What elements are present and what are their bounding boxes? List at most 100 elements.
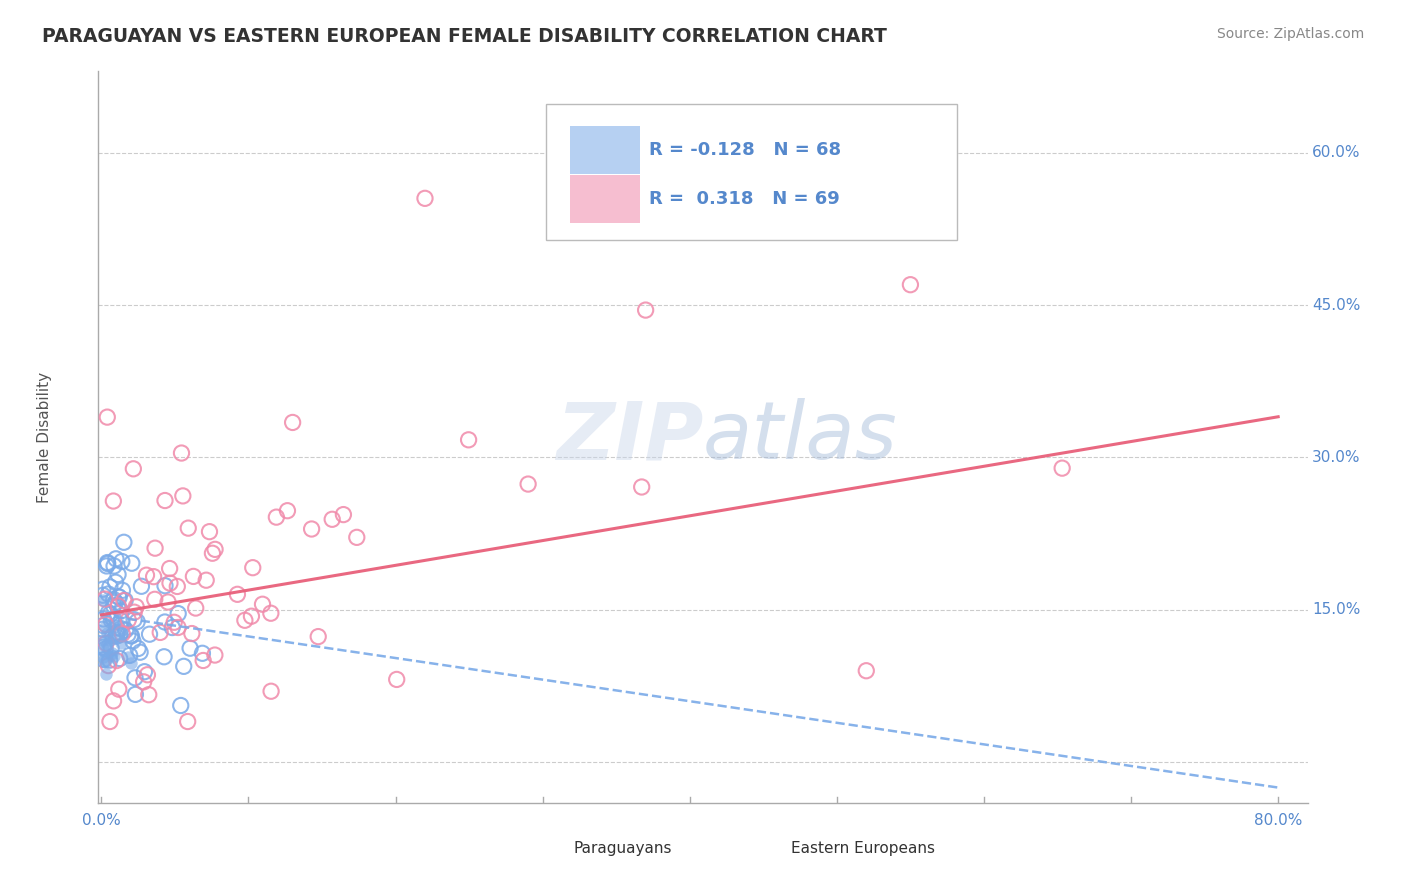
Point — [94, 617, 117, 632]
Point — [120, 656, 142, 670]
Point — [201, 546, 224, 560]
Point — [166, 579, 188, 593]
FancyBboxPatch shape — [569, 126, 640, 174]
Point — [107, 682, 129, 697]
Text: 30.0%: 30.0% — [1312, 450, 1361, 465]
Point — [122, 613, 145, 627]
Point — [240, 609, 263, 624]
Point — [96, 640, 118, 654]
Point — [156, 595, 179, 609]
Point — [98, 714, 121, 729]
Point — [900, 277, 922, 292]
Point — [143, 541, 166, 556]
Point — [630, 480, 652, 494]
FancyBboxPatch shape — [546, 104, 957, 240]
Point — [160, 621, 183, 635]
Point — [108, 591, 131, 605]
Point — [97, 587, 120, 601]
Text: Female Disability: Female Disability — [37, 371, 52, 503]
Point — [104, 595, 127, 609]
Point — [127, 641, 149, 656]
Point — [138, 688, 160, 702]
Point — [134, 665, 156, 679]
Point — [101, 629, 124, 643]
Point — [105, 626, 128, 640]
Point — [112, 535, 135, 549]
Point — [103, 592, 125, 607]
Point — [117, 650, 139, 665]
Point — [96, 410, 118, 425]
Point — [167, 607, 190, 621]
Point — [100, 613, 122, 627]
Point — [103, 648, 125, 663]
Point — [153, 579, 176, 593]
Point — [91, 618, 114, 632]
Point — [413, 191, 436, 205]
Point — [98, 653, 121, 667]
FancyBboxPatch shape — [530, 837, 571, 862]
Point — [163, 615, 186, 630]
Point — [132, 674, 155, 689]
Point — [110, 622, 132, 636]
Point — [107, 599, 129, 613]
Point — [118, 648, 141, 663]
Point — [117, 627, 139, 641]
FancyBboxPatch shape — [748, 837, 789, 862]
Point — [1050, 461, 1073, 475]
Text: Eastern Europeans: Eastern Europeans — [792, 841, 935, 856]
Point — [97, 658, 120, 673]
Point — [170, 698, 193, 713]
Point — [105, 654, 128, 668]
Point — [108, 628, 131, 642]
Point — [110, 614, 132, 628]
Point — [94, 619, 117, 633]
Point — [195, 573, 218, 587]
Point — [252, 597, 274, 611]
Point — [457, 433, 479, 447]
Point — [103, 494, 125, 508]
Point — [281, 416, 304, 430]
Point — [103, 612, 125, 626]
Point — [94, 636, 117, 650]
Point — [107, 567, 129, 582]
Point — [91, 650, 114, 665]
Text: R = -0.128   N = 68: R = -0.128 N = 68 — [648, 141, 841, 159]
Point — [183, 569, 205, 583]
Text: 15.0%: 15.0% — [1312, 602, 1361, 617]
Point — [159, 561, 181, 575]
Point — [149, 625, 172, 640]
Point — [93, 612, 115, 626]
Point — [103, 631, 125, 645]
Point — [96, 558, 118, 573]
Point — [101, 646, 124, 660]
Point — [129, 645, 152, 659]
Text: ZIP: ZIP — [555, 398, 703, 476]
Point — [173, 659, 195, 673]
Point — [122, 462, 145, 476]
Point — [97, 606, 120, 620]
Point — [301, 522, 323, 536]
Point — [98, 580, 121, 594]
Point — [104, 575, 127, 590]
Point — [191, 646, 214, 660]
Point — [105, 621, 128, 635]
Point — [131, 579, 153, 593]
Point — [517, 477, 540, 491]
Point — [172, 489, 194, 503]
Text: 0.0%: 0.0% — [82, 813, 121, 828]
Point — [98, 632, 121, 647]
Point — [107, 590, 129, 604]
Point — [114, 593, 136, 607]
Point — [198, 524, 221, 539]
Point — [97, 557, 120, 571]
Point — [233, 613, 256, 627]
Text: Paraguayans: Paraguayans — [574, 841, 672, 856]
Point — [91, 633, 114, 648]
Point — [153, 649, 176, 664]
Point — [114, 623, 136, 637]
Point — [94, 592, 117, 607]
Point — [121, 556, 143, 570]
Point — [122, 634, 145, 648]
Point — [193, 653, 215, 667]
Point — [111, 583, 134, 598]
